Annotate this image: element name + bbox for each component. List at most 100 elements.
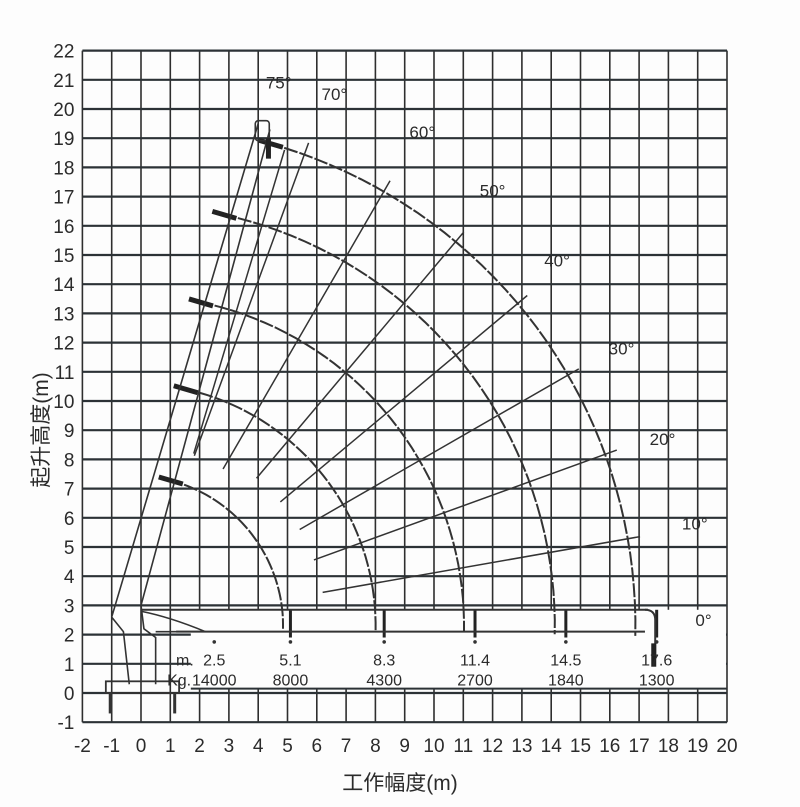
working-range-arc [183, 387, 377, 631]
angle-label: 20° [650, 430, 676, 449]
working-range-arc [222, 213, 556, 635]
boom-section-marker [173, 383, 199, 396]
x-tick-label: 15 [570, 736, 591, 757]
x-tick-label: 1 [165, 736, 176, 757]
y-tick-label: 15 [53, 246, 74, 267]
y-tick-label: 2 [64, 626, 75, 647]
radius-value: 2.5 [203, 652, 225, 669]
x-tick-label: 10 [423, 736, 444, 757]
x-tick-label: -1 [103, 736, 120, 757]
y-tick-label: 16 [53, 217, 74, 238]
x-tick-label: 11 [453, 736, 473, 757]
x-tick-label: -2 [74, 736, 91, 757]
load-row-label: Kg. [167, 673, 191, 690]
crane-chassis [104, 680, 180, 694]
boom-angle-line [322, 535, 641, 594]
radius-value: 17.6 [641, 652, 672, 669]
x-tick-label: 2 [194, 736, 205, 757]
x-tick-label: 13 [511, 736, 532, 757]
y-tick-label: 12 [53, 334, 74, 355]
y-tick-label: 9 [64, 421, 75, 442]
y-tick-label: 1 [64, 655, 75, 676]
working-range-arc [268, 142, 637, 636]
load-value: 14000 [192, 673, 237, 690]
x-tick-label: 4 [253, 736, 264, 757]
radius-value: 14.5 [550, 652, 581, 669]
boom-section-marker [211, 208, 238, 221]
load-value: 1300 [639, 673, 675, 690]
x-tick-label: 7 [341, 736, 352, 757]
boom-base [140, 610, 206, 633]
x-tick-label: 14 [541, 736, 563, 757]
y-tick-label: 18 [53, 158, 74, 179]
y-tick-label: 6 [64, 509, 75, 530]
x-tick-label: 8 [370, 736, 381, 757]
y-tick-label: 10 [53, 392, 74, 413]
boom-angle-line [299, 368, 580, 531]
x-tick-label: 9 [399, 736, 410, 757]
y-tick-label: -1 [57, 713, 74, 734]
y-tick-label: 19 [53, 129, 74, 150]
y-tick-label: 21 [53, 71, 74, 92]
x-tick-label: 18 [658, 736, 679, 757]
radius-value: 8.3 [373, 652, 395, 669]
boom-section-marker [188, 296, 214, 309]
x-tick-label: 12 [482, 736, 503, 757]
load-value: 4300 [366, 673, 402, 690]
y-tick-label: 14 [53, 275, 75, 296]
x-tick-label: 5 [282, 736, 293, 757]
angle-label: 0° [695, 611, 711, 630]
y-tick-label: 4 [64, 567, 75, 588]
y-tick-label: 20 [53, 100, 74, 121]
boom-angle-line [313, 449, 618, 561]
radius-row-label: m. [176, 652, 194, 669]
radius-value: 5.1 [279, 652, 301, 669]
radius-point-marker [382, 640, 386, 644]
x-tick-label: 3 [224, 736, 235, 757]
boom-tip [254, 119, 271, 142]
boom-horizontal-tip [644, 608, 657, 658]
angle-label: 10° [682, 514, 708, 533]
crane-column [111, 605, 157, 685]
load-value: 2700 [457, 673, 493, 690]
boom-angle-line [279, 294, 528, 503]
x-tick-label: 20 [716, 736, 737, 757]
radius-point-marker [654, 640, 659, 644]
x-tick-label: 6 [312, 736, 323, 757]
boom-outline-inner [140, 129, 271, 606]
y-tick-label: 7 [64, 480, 75, 501]
x-tick-label: 0 [136, 736, 147, 757]
boom-angle-line [255, 231, 465, 479]
working-range-arc [198, 300, 465, 633]
angle-label: 50° [480, 182, 506, 201]
y-axis-title: 起升高度(m) [30, 372, 53, 487]
x-tick-label: 17 [629, 736, 650, 757]
x-tick-label: 19 [687, 736, 708, 757]
load-table-band [190, 609, 726, 689]
angle-label: 70° [322, 85, 348, 104]
boom-section-marker [158, 474, 184, 487]
radius-value: 11.4 [460, 652, 490, 669]
radius-point-marker [564, 640, 568, 644]
y-tick-label: 8 [64, 450, 75, 471]
y-tick-label: 13 [53, 304, 74, 325]
y-tick-label: 17 [53, 188, 74, 209]
load-value: 8000 [273, 673, 309, 690]
load-value: 1840 [548, 673, 584, 690]
radius-point-marker [212, 640, 217, 644]
angle-label: 60° [409, 123, 435, 142]
radius-point-marker [288, 640, 293, 644]
angle-label: 30° [609, 339, 635, 358]
boom-angle-line [222, 180, 391, 470]
y-tick-label: 5 [64, 538, 75, 559]
angle-label: 40° [544, 252, 570, 271]
radius-point-marker [473, 640, 477, 644]
x-tick-label: 16 [599, 736, 620, 757]
boom-angle-line [193, 149, 286, 454]
y-tick-label: 0 [64, 684, 75, 705]
boom-outline-outer [110, 123, 259, 618]
angle-label: 75° [266, 74, 292, 93]
working-range-arc [168, 479, 284, 629]
